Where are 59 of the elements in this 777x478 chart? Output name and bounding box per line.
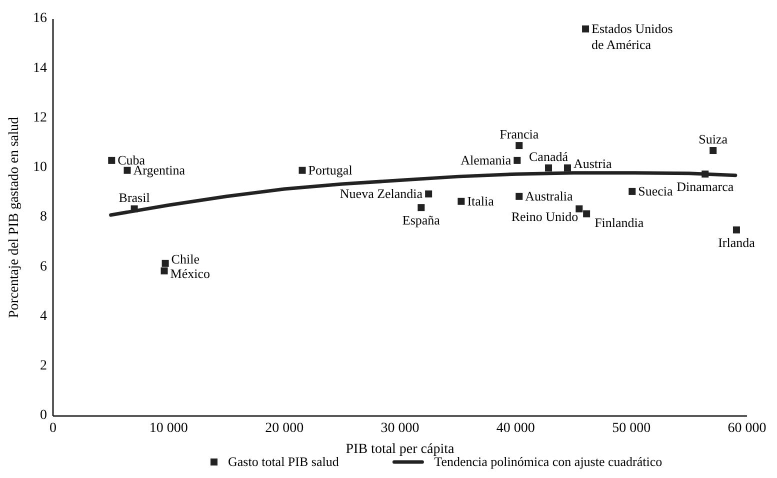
y-tick-label: 14 [33,60,47,76]
annotation: España [402,212,440,228]
point [583,210,590,218]
annotation: Australia [525,188,574,204]
point [564,164,571,172]
y-tick-label: 6 [40,259,47,274]
annotation: Austria [573,156,612,171]
point [108,156,116,164]
point [576,205,583,212]
x-tick-label: 30 000 [380,421,420,436]
annotation: Estados Unidos de América [592,20,673,52]
annotation: Suiza [698,131,728,146]
point [702,170,709,178]
annotation: Nueva Zelandia [340,186,423,201]
y-tick-label: 2 [40,358,47,374]
annotation: Dinamarca [676,179,734,194]
point [458,198,465,205]
annotation: Canadá [529,148,568,164]
point [732,226,740,234]
point [710,147,717,154]
annotation: México [170,266,210,281]
annotation: Alemania [460,152,512,168]
point [418,204,425,212]
x-tick-label: 40 000 [496,421,535,436]
annotation: Irlanda [718,234,756,250]
y-tick-label: 8 [40,210,47,225]
y-tick-label: 4 [40,308,47,324]
y-tick-label: 10 [33,160,47,176]
annotation: Francia [500,126,539,142]
point [160,267,168,274]
x-axis-title: PIB total per cápita [346,442,456,457]
point [582,25,590,32]
point [628,188,636,195]
point [425,190,432,198]
point [124,166,131,174]
point [298,166,306,174]
point [516,142,523,150]
point [162,260,169,267]
y-tick-label: 12 [33,110,47,126]
annotation: Suecia [638,183,674,198]
point [516,192,523,200]
annotation: Chile [171,251,200,266]
x-tick-label: 0 [50,421,56,436]
x-tick-label: 60 000 [728,421,766,436]
x-tick-label: 20 000 [265,421,304,436]
annotation: Finlandia [594,214,644,230]
annotation: Reino Unido [511,208,578,224]
legend-label: Gasto total PIB salud [228,454,340,469]
point [545,164,552,172]
x-tick-label: 50 000 [612,421,651,436]
x-tick-label: 10 000 [149,421,188,436]
point [514,156,521,164]
y-axis-title: Porcentaje del PIB gastado en salud [7,116,22,318]
y-tick-label: 16 [33,11,47,26]
annotation: Brasil [118,190,150,205]
y-tick-label: 0 [40,408,47,424]
point [130,205,138,212]
annotation: Portugal [308,162,353,178]
annotation: Italia [467,193,494,208]
